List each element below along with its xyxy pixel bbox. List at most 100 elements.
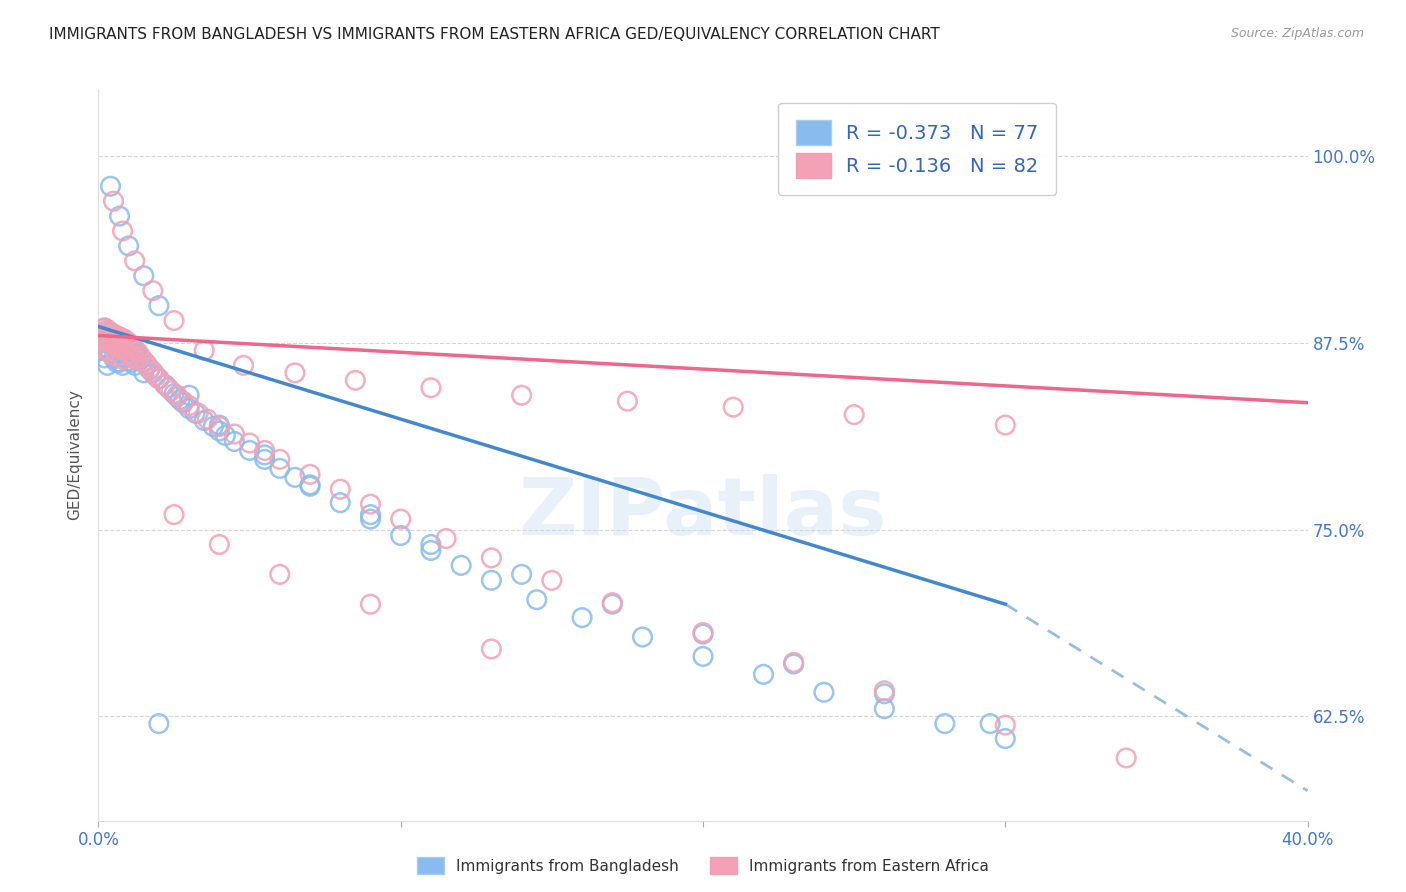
Point: [299, 467, 322, 482]
Point: [121, 355, 143, 369]
Point: [114, 351, 136, 365]
Point: [121, 350, 143, 364]
Point: [813, 685, 835, 699]
Point: [105, 350, 128, 364]
Point: [160, 384, 183, 398]
Point: [163, 313, 186, 327]
Point: [253, 452, 276, 467]
Point: [142, 364, 165, 378]
Point: [121, 343, 143, 358]
Point: [103, 326, 125, 341]
Point: [100, 179, 122, 194]
Point: [132, 355, 155, 369]
Point: [934, 716, 956, 731]
Point: [163, 386, 186, 401]
Point: [179, 401, 201, 416]
Point: [208, 419, 231, 434]
Point: [214, 428, 236, 442]
Point: [114, 337, 136, 351]
Point: [616, 394, 638, 409]
Point: [284, 366, 307, 380]
Point: [103, 351, 125, 365]
Point: [208, 537, 231, 551]
Point: [184, 406, 207, 420]
Point: [129, 352, 152, 367]
Point: [481, 550, 503, 565]
Point: [360, 597, 382, 611]
Point: [156, 381, 179, 395]
Point: [100, 346, 122, 360]
Point: [389, 512, 412, 526]
Point: [783, 657, 806, 671]
Point: [127, 345, 149, 359]
Y-axis label: GED/Equivalency: GED/Equivalency: [67, 390, 83, 520]
Point: [93, 342, 115, 356]
Point: [692, 625, 714, 640]
Point: [166, 390, 188, 404]
Point: [284, 470, 307, 484]
Point: [269, 461, 291, 475]
Point: [108, 343, 131, 358]
Point: [420, 543, 443, 558]
Point: [114, 343, 136, 358]
Point: [96, 343, 118, 358]
Point: [208, 424, 231, 438]
Point: [602, 597, 624, 611]
Point: [299, 477, 322, 491]
Point: [360, 497, 382, 511]
Point: [510, 567, 533, 582]
Text: Source: ZipAtlas.com: Source: ZipAtlas.com: [1230, 27, 1364, 40]
Point: [481, 574, 503, 588]
Point: [103, 328, 125, 343]
Point: [93, 331, 115, 345]
Point: [994, 418, 1017, 433]
Point: [96, 359, 118, 373]
Point: [145, 368, 167, 383]
Point: [132, 366, 155, 380]
Point: [148, 372, 170, 386]
Point: [873, 687, 896, 701]
Point: [111, 359, 134, 373]
Point: [105, 355, 128, 369]
Point: [114, 333, 136, 347]
Point: [90, 334, 112, 349]
Point: [108, 355, 131, 369]
Point: [129, 350, 152, 364]
Point: [148, 372, 170, 386]
Point: [723, 400, 745, 414]
Point: [135, 359, 157, 373]
Point: [148, 299, 170, 313]
Point: [118, 346, 141, 360]
Point: [179, 388, 201, 402]
Point: [360, 512, 382, 526]
Point: [124, 345, 146, 359]
Point: [100, 335, 122, 350]
Point: [329, 496, 352, 510]
Point: [994, 718, 1017, 732]
Point: [1115, 751, 1137, 765]
Point: [124, 342, 146, 356]
Point: [253, 443, 276, 458]
Point: [108, 209, 131, 223]
Text: ZIPatlas: ZIPatlas: [519, 475, 887, 552]
Point: [96, 343, 118, 358]
Point: [135, 357, 157, 371]
Point: [360, 508, 382, 522]
Point: [193, 414, 215, 428]
Point: [96, 324, 118, 338]
Point: [540, 574, 562, 588]
Point: [208, 418, 231, 433]
Point: [232, 359, 254, 373]
Point: [224, 427, 246, 442]
Point: [153, 377, 176, 392]
Point: [124, 352, 146, 367]
Point: [103, 194, 125, 209]
Point: [420, 537, 443, 551]
Point: [118, 335, 141, 350]
Point: [105, 328, 128, 343]
Point: [105, 339, 128, 353]
Point: [111, 352, 134, 367]
Point: [100, 335, 122, 350]
Point: [111, 334, 134, 349]
Point: [96, 333, 118, 347]
